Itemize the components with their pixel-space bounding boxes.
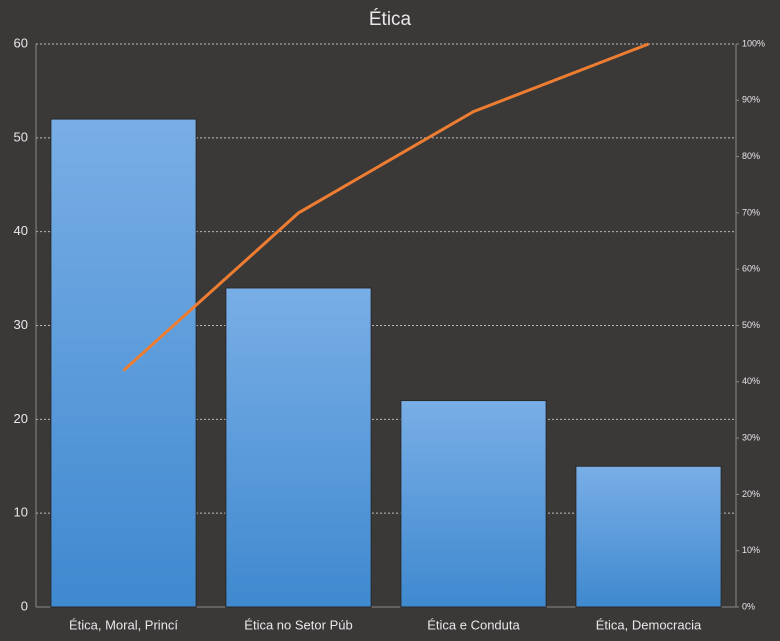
y2-tick-label: 90% xyxy=(742,95,760,105)
y-tick-label: 0 xyxy=(21,598,28,613)
x-tick-label: Ética, Moral, Princí xyxy=(69,617,178,632)
y2-tick-label: 20% xyxy=(742,489,760,499)
y-tick-label: 60 xyxy=(14,35,28,50)
bar xyxy=(400,400,547,608)
y-tick-label: 50 xyxy=(14,129,28,144)
bar xyxy=(575,465,722,608)
bar xyxy=(225,287,372,608)
y2-tick-label: 100% xyxy=(742,38,765,48)
chart-title: Ética xyxy=(369,9,412,30)
y2-tick-label: 70% xyxy=(742,207,760,217)
y2-tick-label: 60% xyxy=(742,264,760,274)
bar xyxy=(50,118,197,608)
y2-tick-label: 80% xyxy=(742,151,760,161)
y-tick-label: 10 xyxy=(14,505,28,520)
y2-tick-label: 0% xyxy=(742,601,755,611)
y2-tick-label: 30% xyxy=(742,432,760,442)
y-tick-label: 40 xyxy=(14,223,28,238)
y2-tick-label: 40% xyxy=(742,376,760,386)
y2-tick-label: 10% xyxy=(742,545,760,555)
y-tick-label: 20 xyxy=(14,411,28,426)
line xyxy=(122,42,650,372)
x-tick-label: Ética no Setor Púb xyxy=(244,617,352,632)
y-tick-label: 30 xyxy=(14,317,28,332)
x-tick-label: Ética e Conduta xyxy=(427,617,520,632)
x-tick-label: Ética, Democracia xyxy=(596,617,702,632)
y2-tick-label: 50% xyxy=(742,320,760,330)
